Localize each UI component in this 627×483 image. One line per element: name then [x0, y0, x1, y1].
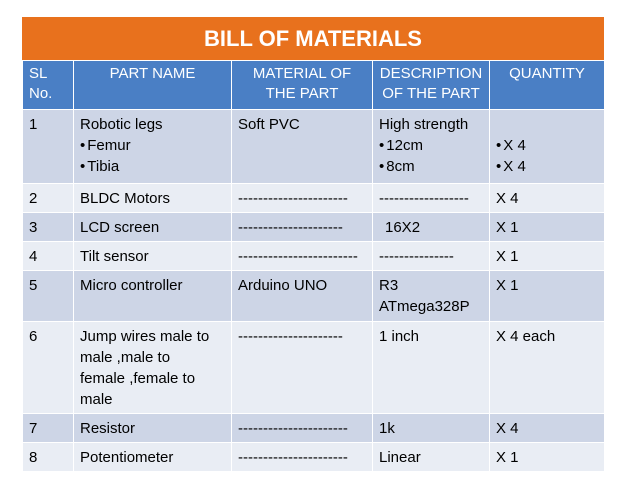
cell-part-name: Tilt sensor: [73, 241, 232, 271]
quantity-bullet: X 4: [496, 156, 599, 177]
description-line: ATmega328P: [379, 298, 470, 315]
cell-description: 1k: [372, 413, 490, 443]
part-bullet: Tibia: [80, 156, 226, 177]
cell-material: Arduino UNO: [231, 270, 373, 322]
cell-quantity: X 1: [489, 212, 605, 242]
table-row: 6 Jump wires male to male ,male to femal…: [22, 321, 605, 414]
header-description-line: DESCRIPTION: [379, 65, 483, 82]
page-title: BILL OF MATERIALS: [22, 17, 604, 60]
cell-part-name: Robotic legs Femur Tibia: [73, 109, 232, 184]
bom-table: SL No. PART NAME MATERIAL OF THE PART DE…: [22, 60, 605, 472]
cell-quantity: X 1: [489, 442, 605, 472]
cell-quantity: X 1: [489, 241, 605, 271]
cell-quantity: X 1: [489, 270, 605, 322]
table-row: 3 LCD screen --------------------- 16X2 …: [22, 212, 605, 242]
cell-description: 16X2: [372, 212, 490, 242]
table-row: 8 Potentiometer ---------------------- L…: [22, 442, 605, 472]
cell-material: ---------------------: [231, 212, 373, 242]
description-bullet: 8cm: [379, 156, 484, 177]
quantity-bullet: X 4: [496, 135, 599, 156]
cell-sl: 2: [22, 183, 74, 213]
cell-sl: 7: [22, 413, 74, 443]
cell-quantity: X 4 each: [489, 321, 605, 414]
description-bullet: 12cm: [379, 135, 484, 156]
bill-of-materials: BILL OF MATERIALS SL No. PART NAME MATER…: [22, 17, 605, 472]
table-row: 7 Resistor ---------------------- 1k X 4: [22, 413, 605, 443]
cell-quantity: X 4: [489, 413, 605, 443]
cell-material: ------------------------: [231, 241, 373, 271]
part-name-line: Jump wires male to: [80, 328, 210, 345]
header-description: DESCRIPTION OF THE PART: [372, 60, 490, 110]
table-row: 5 Micro controller Arduino UNO R3 ATmega…: [22, 270, 605, 322]
header-material: MATERIAL OF THE PART: [231, 60, 373, 110]
header-quantity: QUANTITY: [489, 60, 605, 110]
cell-sl: 8: [22, 442, 74, 472]
cell-sl: 4: [22, 241, 74, 271]
cell-part-name: Jump wires male to male ,male to female …: [73, 321, 232, 414]
cell-material: ----------------------: [231, 413, 373, 443]
cell-part-name: LCD screen: [73, 212, 232, 242]
table-row: 4 Tilt sensor ------------------------ -…: [22, 241, 605, 271]
cell-material: ----------------------: [231, 442, 373, 472]
cell-description: Linear: [372, 442, 490, 472]
cell-material: ---------------------: [231, 321, 373, 414]
cell-part-name: BLDC Motors: [73, 183, 232, 213]
header-sl-line: SL: [29, 65, 48, 82]
cell-description: 1 inch: [372, 321, 490, 414]
table-row: 1 Robotic legs Femur Tibia Soft PVC High…: [22, 109, 605, 184]
cell-sl: 1: [22, 109, 74, 184]
part-name-text: Robotic legs: [80, 116, 163, 133]
cell-sl: 3: [22, 212, 74, 242]
cell-quantity: X 4: [489, 183, 605, 213]
cell-material: Soft PVC: [231, 109, 373, 184]
table-row: 2 BLDC Motors ---------------------- ---…: [22, 183, 605, 213]
cell-description: ------------------: [372, 183, 490, 213]
cell-description: High strength 12cm 8cm: [372, 109, 490, 184]
part-name-line: male ,male to: [80, 349, 171, 366]
header-sl: SL No.: [22, 60, 74, 110]
part-bullet: Femur: [80, 135, 226, 156]
header-row: SL No. PART NAME MATERIAL OF THE PART DE…: [22, 60, 605, 110]
cell-material: ----------------------: [231, 183, 373, 213]
cell-sl: 5: [22, 270, 74, 322]
description-text: High strength: [379, 116, 469, 133]
cell-description: ---------------: [372, 241, 490, 271]
header-description-line: OF THE PART: [382, 85, 480, 102]
description-line: R3: [379, 277, 399, 294]
header-material-line: THE PART: [265, 85, 339, 102]
header-material-line: MATERIAL OF: [252, 65, 352, 82]
cell-part-name: Micro controller: [73, 270, 232, 322]
cell-quantity: X 4 X 4: [489, 109, 605, 184]
header-sl-line: No.: [29, 85, 53, 102]
cell-description: R3 ATmega328P: [372, 270, 490, 322]
cell-part-name: Resistor: [73, 413, 232, 443]
cell-sl: 6: [22, 321, 74, 414]
cell-part-name: Potentiometer: [73, 442, 232, 472]
part-name-line: female ,female to: [80, 370, 196, 387]
header-part-name: PART NAME: [73, 60, 232, 110]
part-name-line: male: [80, 391, 113, 408]
